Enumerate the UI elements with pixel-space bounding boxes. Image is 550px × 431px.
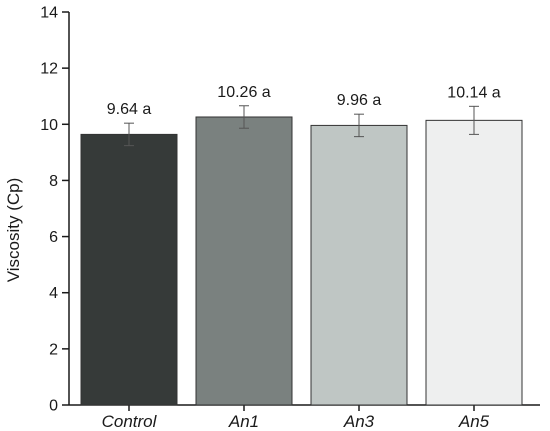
bar: [80, 133, 178, 406]
data-label: 9.96 a: [337, 92, 382, 109]
y-tick-label: 14: [40, 5, 58, 22]
bars: [80, 105, 523, 406]
y-axis: 0 2 4 6 8 10 12 14: [40, 5, 70, 415]
x-tick-label: An5: [458, 412, 490, 431]
x-tick-label: Control: [102, 412, 158, 431]
y-tick-label: 2: [49, 341, 58, 358]
bar: [425, 119, 523, 406]
y-tick-label: 12: [40, 61, 58, 78]
bar: [195, 116, 293, 406]
data-label: 10.26 a: [217, 84, 270, 101]
x-tick-label: An1: [228, 412, 259, 431]
data-label: 10.14 a: [447, 84, 500, 101]
y-tick-label: 0: [49, 398, 58, 415]
data-labels: 9.64 a 10.26 a 9.96 a 10.14 a: [107, 84, 501, 118]
y-tick-label: 4: [49, 285, 58, 302]
y-axis-title: Viscosity (Cp): [4, 178, 23, 283]
x-tick-label: An3: [343, 412, 375, 431]
bar: [310, 124, 408, 406]
x-axis: Control An1 An3 An5: [69, 404, 540, 431]
data-label: 9.64 a: [107, 101, 152, 118]
y-tick-label: 10: [40, 117, 58, 134]
y-tick-label: 8: [49, 173, 58, 190]
y-tick-label: 6: [49, 229, 58, 246]
